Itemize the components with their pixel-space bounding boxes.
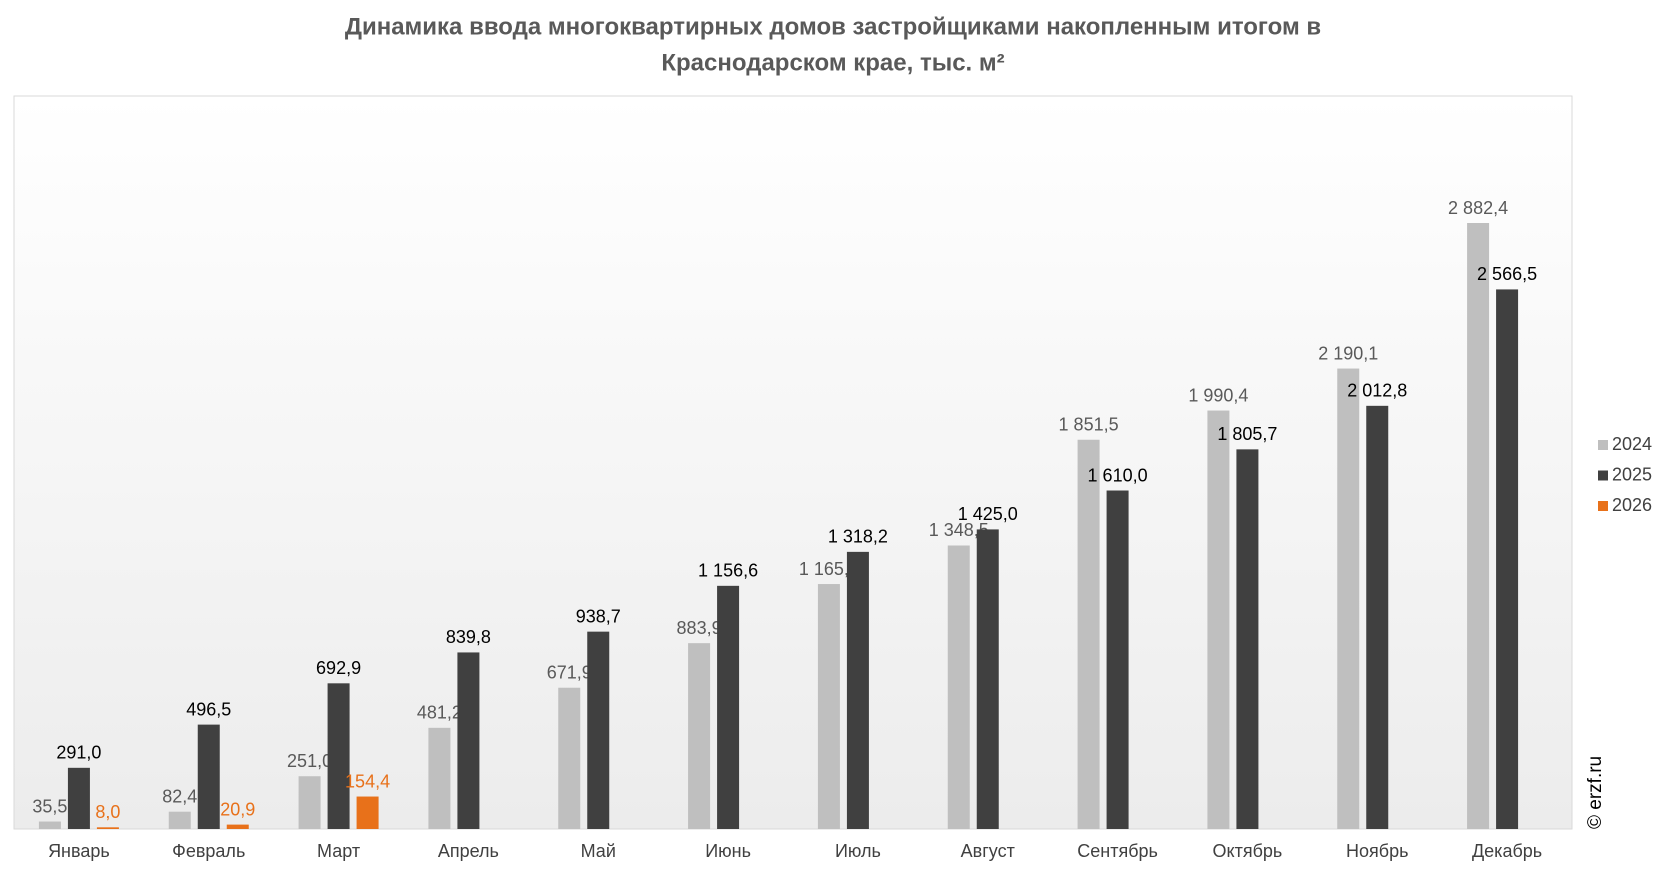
data-label: 1 318,2 [828, 527, 888, 547]
data-label: 839,8 [446, 627, 491, 647]
data-label: 671,9 [547, 662, 592, 682]
bar [327, 683, 350, 829]
data-label: 1 610,0 [1088, 465, 1148, 485]
bar [38, 821, 61, 829]
legend-label: 2024 [1612, 434, 1652, 454]
data-label: 1 851,5 [1059, 414, 1119, 434]
bar [1467, 223, 1490, 829]
x-tick-label: Январь [48, 841, 110, 861]
data-label: 883,9 [677, 618, 722, 638]
x-tick-label: Май [581, 841, 616, 861]
x-tick-label: Февраль [172, 841, 245, 861]
data-label: 1 425,0 [958, 504, 1018, 524]
data-label: 1 990,4 [1188, 385, 1248, 405]
bar [428, 727, 451, 829]
bar [197, 724, 220, 829]
bar [688, 643, 711, 829]
bar [1496, 289, 1519, 829]
data-label: 1 156,6 [698, 561, 758, 581]
bar [976, 529, 999, 829]
data-label: 938,7 [576, 606, 621, 626]
data-label: 2 566,5 [1477, 264, 1537, 284]
x-tick-label: Июль [835, 841, 881, 861]
data-label: 481,2 [417, 703, 462, 723]
x-tick-label: Апрель [438, 841, 499, 861]
x-tick-label: Декабрь [1472, 841, 1542, 861]
data-label: 1 165,1 [799, 559, 859, 579]
data-label: 1 805,7 [1217, 424, 1277, 444]
bar [817, 584, 840, 829]
watermark: © erzf.ru [1585, 756, 1606, 829]
data-label: 291,0 [56, 743, 101, 763]
bar [717, 585, 740, 829]
x-tick-label: Октябрь [1213, 841, 1283, 861]
data-label: 20,9 [220, 799, 255, 819]
plot-area [13, 95, 1573, 830]
data-label: 251,0 [287, 751, 332, 771]
x-tick-label: Июнь [705, 841, 751, 861]
bar [96, 827, 119, 829]
data-label: 2 190,1 [1318, 343, 1378, 363]
data-label: 1 348,5 [929, 520, 989, 540]
bar [1106, 490, 1129, 829]
data-label: 154,4 [345, 771, 390, 791]
bar [457, 652, 480, 829]
data-label: 2 012,8 [1347, 381, 1407, 401]
chart-title: Краснодарском крае, тыс. м² [661, 49, 1004, 76]
bar [1366, 405, 1389, 829]
data-label: 8,0 [95, 802, 120, 822]
data-label: 35,5 [32, 796, 67, 816]
bar [298, 776, 321, 829]
bar [947, 545, 970, 829]
bar [226, 824, 249, 829]
bar [587, 631, 610, 829]
bar [1207, 410, 1230, 829]
data-label: 2 882,4 [1448, 198, 1508, 218]
bar [67, 767, 90, 829]
legend-swatch [1598, 501, 1608, 511]
bar [356, 796, 379, 829]
bar [1337, 368, 1360, 829]
bar [1236, 449, 1259, 829]
bar [168, 811, 191, 829]
bar [846, 551, 869, 829]
x-tick-label: Август [961, 841, 1015, 861]
data-label: 496,5 [186, 699, 231, 719]
x-tick-label: Ноябрь [1346, 841, 1408, 861]
bar [558, 687, 581, 829]
data-label: 82,4 [162, 786, 197, 806]
legend-swatch [1598, 440, 1608, 450]
data-label: 692,9 [316, 658, 361, 678]
legend-swatch [1598, 470, 1608, 481]
x-tick-label: Сентябрь [1077, 841, 1158, 861]
legend-label: 2026 [1612, 495, 1652, 515]
x-tick-label: Март [317, 841, 360, 861]
bar [1077, 439, 1100, 829]
legend-label: 2025 [1612, 464, 1652, 484]
chart-title: Динамика ввода многоквартирных домов зас… [345, 13, 1321, 40]
